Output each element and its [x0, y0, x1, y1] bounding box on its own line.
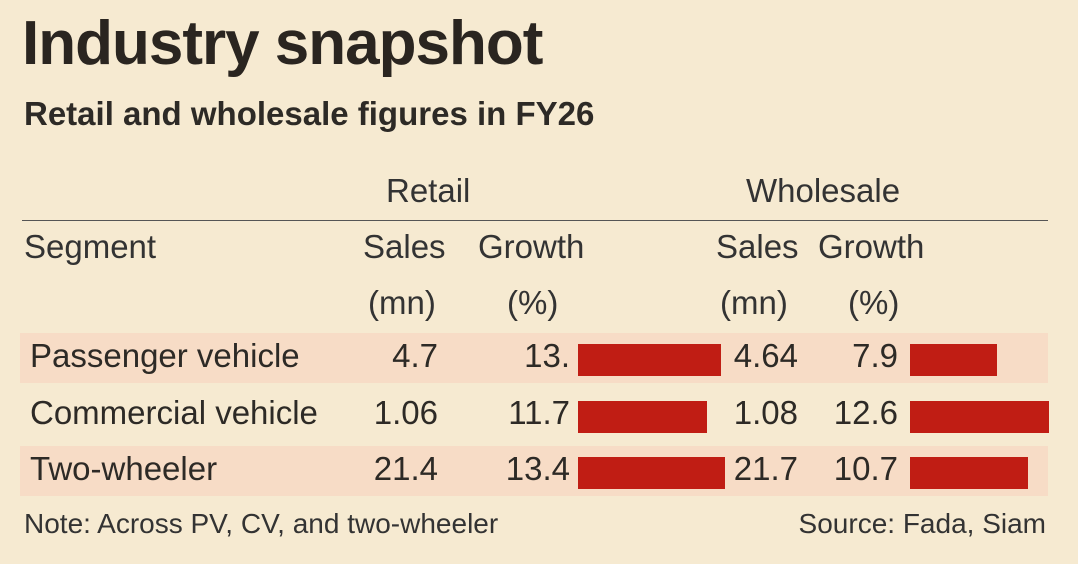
- chart-title: Industry snapshot: [22, 9, 543, 78]
- wholesale-growth-bar: [910, 401, 1049, 433]
- wholesale-growth-bar: [910, 457, 1028, 489]
- header-wholesale-growth: Growth: [818, 228, 925, 265]
- segment-label: Two-wheeler: [30, 450, 218, 487]
- segment-label: Passenger vehicle: [30, 337, 300, 374]
- wholesale-growth-value: 7.9: [852, 337, 898, 374]
- wholesale-sales-value: 21.7: [733, 450, 798, 487]
- header-retail-sales: Sales: [363, 228, 446, 265]
- segment-label: Commercial vehicle: [30, 394, 318, 431]
- header-wholesale-sales: Sales: [716, 228, 799, 265]
- group-header-retail: Retail: [386, 172, 471, 209]
- retail-growth-bar: [578, 344, 721, 376]
- table-row: Commercial vehicle 1.06 11.7 1.08 12.6: [20, 390, 1049, 440]
- source-text: Source: Fada, Siam: [798, 508, 1046, 539]
- header-divider: [22, 220, 1048, 221]
- retail-growth-value: 13.: [524, 337, 570, 374]
- header-retail-sales-unit: (mn): [368, 284, 436, 321]
- retail-sales-value: 1.06: [373, 394, 438, 431]
- retail-growth-value: 11.7: [508, 394, 570, 431]
- header-segment: Segment: [24, 228, 157, 265]
- note-text: Note: Across PV, CV, and two-wheeler: [24, 508, 499, 539]
- header-wholesale-growth-unit: (%): [848, 284, 900, 321]
- retail-growth-bar: [578, 457, 725, 489]
- header-wholesale-sales-unit: (mn): [720, 284, 788, 321]
- chart-subtitle: Retail and wholesale figures in FY26: [24, 95, 595, 132]
- wholesale-growth-bar: [910, 344, 997, 376]
- retail-sales-value: 21.4: [373, 450, 438, 487]
- wholesale-sales-value: 4.64: [733, 337, 798, 374]
- wholesale-sales-value: 1.08: [733, 394, 798, 431]
- retail-sales-value: 4.7: [392, 337, 438, 374]
- retail-growth-value: 13.4: [505, 450, 570, 487]
- group-header-wholesale: Wholesale: [746, 172, 901, 209]
- header-retail-growth: Growth: [478, 228, 585, 265]
- wholesale-growth-value: 10.7: [833, 450, 898, 487]
- table-row: Two-wheeler 21.4 13.4 21.7 10.7: [20, 446, 1048, 496]
- header-retail-growth-unit: (%): [507, 284, 559, 321]
- retail-growth-bar: [578, 401, 707, 433]
- table-row: Passenger vehicle 4.7 13. 4.64 7.9: [20, 333, 1048, 383]
- wholesale-growth-value: 12.6: [833, 394, 898, 431]
